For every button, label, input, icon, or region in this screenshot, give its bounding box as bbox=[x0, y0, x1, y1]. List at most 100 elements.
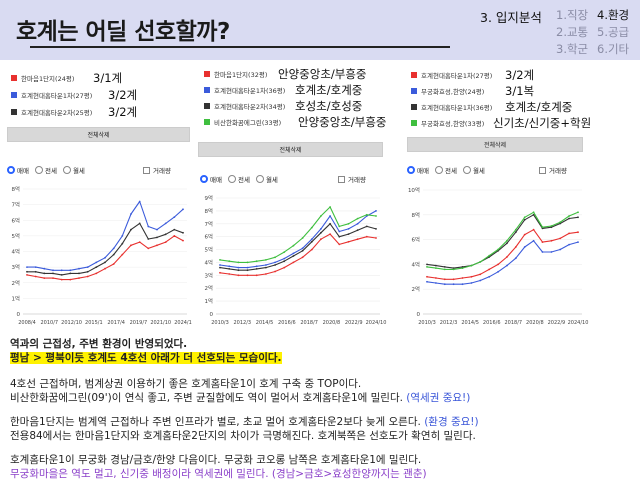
data-point bbox=[568, 232, 570, 235]
data-point bbox=[255, 260, 258, 263]
x-tick-label: 2010/3 bbox=[418, 320, 436, 326]
data-point bbox=[577, 231, 579, 234]
y-tick-label: 0 bbox=[17, 312, 21, 318]
nav-item-etc[interactable]: 6.기타 bbox=[597, 42, 630, 56]
series-line bbox=[219, 233, 377, 276]
price-line-chart-1: 8억 7억 6억 5억 4억 3억 2억 1억 0 2008/4 2010/7 2012/10 2015… bbox=[11, 185, 191, 326]
data-point bbox=[78, 267, 80, 270]
data-point bbox=[255, 274, 258, 277]
data-point bbox=[255, 268, 258, 270]
nav-item-school[interactable]: 3.학군 bbox=[556, 42, 589, 56]
data-point bbox=[443, 268, 446, 271]
data-point bbox=[443, 278, 446, 281]
data-point bbox=[26, 266, 28, 268]
x-tick-label: 2021/10 bbox=[150, 320, 171, 326]
nav-item-environment[interactable]: 4.환경 bbox=[597, 8, 630, 22]
legend-item[interactable]: 한마음1단지(24평) bbox=[11, 71, 74, 84]
x-tick-label: 2012/3 bbox=[440, 320, 458, 326]
data-point bbox=[514, 231, 517, 234]
legend-note: 3/1계 bbox=[93, 71, 123, 85]
data-point bbox=[356, 238, 359, 241]
data-point bbox=[274, 270, 276, 273]
data-point bbox=[147, 247, 150, 250]
data-point bbox=[320, 228, 322, 230]
legend-item[interactable]: 호계현대홈타운1차(27평) bbox=[411, 68, 492, 81]
delete-all-button[interactable]: 전체삭제 bbox=[198, 142, 383, 157]
data-point bbox=[461, 277, 464, 279]
data-point bbox=[329, 222, 331, 225]
data-point bbox=[138, 222, 141, 225]
volume-checkbox[interactable] bbox=[143, 166, 150, 174]
legend-item[interactable]: 호계현대홈타운1차(36평) bbox=[204, 83, 285, 96]
x-tick-label: 2022/9 bbox=[345, 320, 363, 326]
x-tick-label: 2015/1 bbox=[85, 320, 103, 326]
data-point bbox=[329, 233, 331, 235]
legend-item[interactable]: 한마음1단지(32평) bbox=[204, 67, 267, 80]
legend-label: 호계현대홈타운2차(25평) bbox=[21, 108, 93, 117]
delete-all-button[interactable]: 전체삭제 bbox=[7, 127, 190, 142]
volume-checkbox[interactable] bbox=[338, 175, 345, 183]
note-station-important: (역세권 중요!) bbox=[406, 392, 471, 404]
y-tick-label: 10억 bbox=[408, 186, 420, 194]
data-point bbox=[443, 283, 446, 286]
legend-note: 호계초/호계중 bbox=[295, 83, 363, 97]
y-tick-label: 5억 bbox=[11, 232, 20, 240]
data-point bbox=[95, 266, 98, 268]
data-point bbox=[121, 235, 124, 237]
data-point bbox=[219, 271, 221, 274]
legend-swatch bbox=[11, 108, 17, 115]
legend-item[interactable]: 호계현대홈타운2차(34평) bbox=[204, 99, 285, 112]
data-point bbox=[156, 236, 158, 239]
legend-item[interactable]: 호계현대홈타운2차(25평) bbox=[11, 105, 92, 118]
legend-item[interactable]: 호계현대홈타운1차(27평) bbox=[11, 88, 92, 101]
legend-item[interactable]: 무궁화효성,한양(33평) bbox=[411, 116, 484, 129]
price-line-chart-2: 9억 8억 7억 6억 5억 4억 3억 2억 1억 0 2010/3 2012/3 2014/5 201… bbox=[204, 194, 386, 326]
nav-item-work[interactable]: 1.직장 bbox=[556, 8, 589, 22]
paragraph-line: 호계홈타운1이 무궁화 경남/금호/한양 다음이다. 무궁화 코오롱 남쪽은 호… bbox=[10, 454, 422, 466]
data-point bbox=[435, 264, 437, 267]
data-point bbox=[497, 248, 499, 251]
data-point bbox=[237, 261, 240, 264]
radio-sale[interactable] bbox=[407, 166, 415, 174]
data-point bbox=[532, 228, 535, 231]
volume-checkbox-label: 거래량 bbox=[153, 167, 171, 175]
radio-sale[interactable] bbox=[200, 175, 208, 183]
series-line bbox=[219, 223, 377, 271]
chart-panel-2: 한마음1단지(32평) 안양중앙초/부흥중 호계현대홈타운1차(36평) 호계초… bbox=[198, 62, 387, 330]
data-point bbox=[156, 244, 158, 247]
data-point bbox=[347, 233, 350, 235]
data-point bbox=[523, 218, 526, 221]
radio-monthly[interactable] bbox=[462, 166, 471, 174]
radio-monthly[interactable] bbox=[62, 166, 71, 174]
data-point bbox=[138, 241, 141, 243]
legend-item[interactable]: 무궁화효성,한양(24평) bbox=[411, 84, 484, 97]
data-point bbox=[301, 256, 304, 259]
y-tick-label: 3억 bbox=[204, 271, 213, 279]
radio-monthly[interactable] bbox=[255, 175, 264, 183]
legend-item[interactable]: 호계현대홈타운1차(36평) bbox=[411, 100, 492, 113]
data-point bbox=[310, 238, 313, 241]
nav-item-transport[interactable]: 2.교통 bbox=[556, 25, 589, 39]
data-point bbox=[514, 228, 517, 231]
data-point bbox=[356, 229, 359, 232]
data-point bbox=[488, 268, 491, 271]
radio-jeonse[interactable] bbox=[434, 166, 443, 174]
delete-all-button[interactable]: 전체삭제 bbox=[407, 137, 583, 152]
radio-monthly-label: 월세 bbox=[265, 176, 278, 184]
y-tick-label: 6억 bbox=[204, 233, 213, 241]
radio-monthly-label: 월세 bbox=[472, 167, 485, 175]
volume-checkbox[interactable] bbox=[539, 166, 546, 174]
x-tick-label: 2016/6 bbox=[278, 320, 296, 326]
data-point bbox=[426, 263, 428, 266]
radio-jeonse[interactable] bbox=[227, 175, 236, 183]
radio-sale[interactable] bbox=[7, 166, 15, 174]
data-point bbox=[60, 274, 63, 276]
radio-monthly-label: 월세 bbox=[72, 167, 85, 175]
data-point bbox=[52, 269, 54, 272]
x-tick-label: 2010/7 bbox=[40, 320, 58, 326]
nav-item-supply[interactable]: 5.공급 bbox=[597, 25, 630, 39]
data-point bbox=[104, 256, 106, 259]
x-tick-label: 2014/5 bbox=[256, 320, 274, 326]
radio-jeonse[interactable] bbox=[34, 166, 43, 174]
legend-item[interactable]: 비산한화꿈에그린(33평) bbox=[204, 115, 281, 128]
